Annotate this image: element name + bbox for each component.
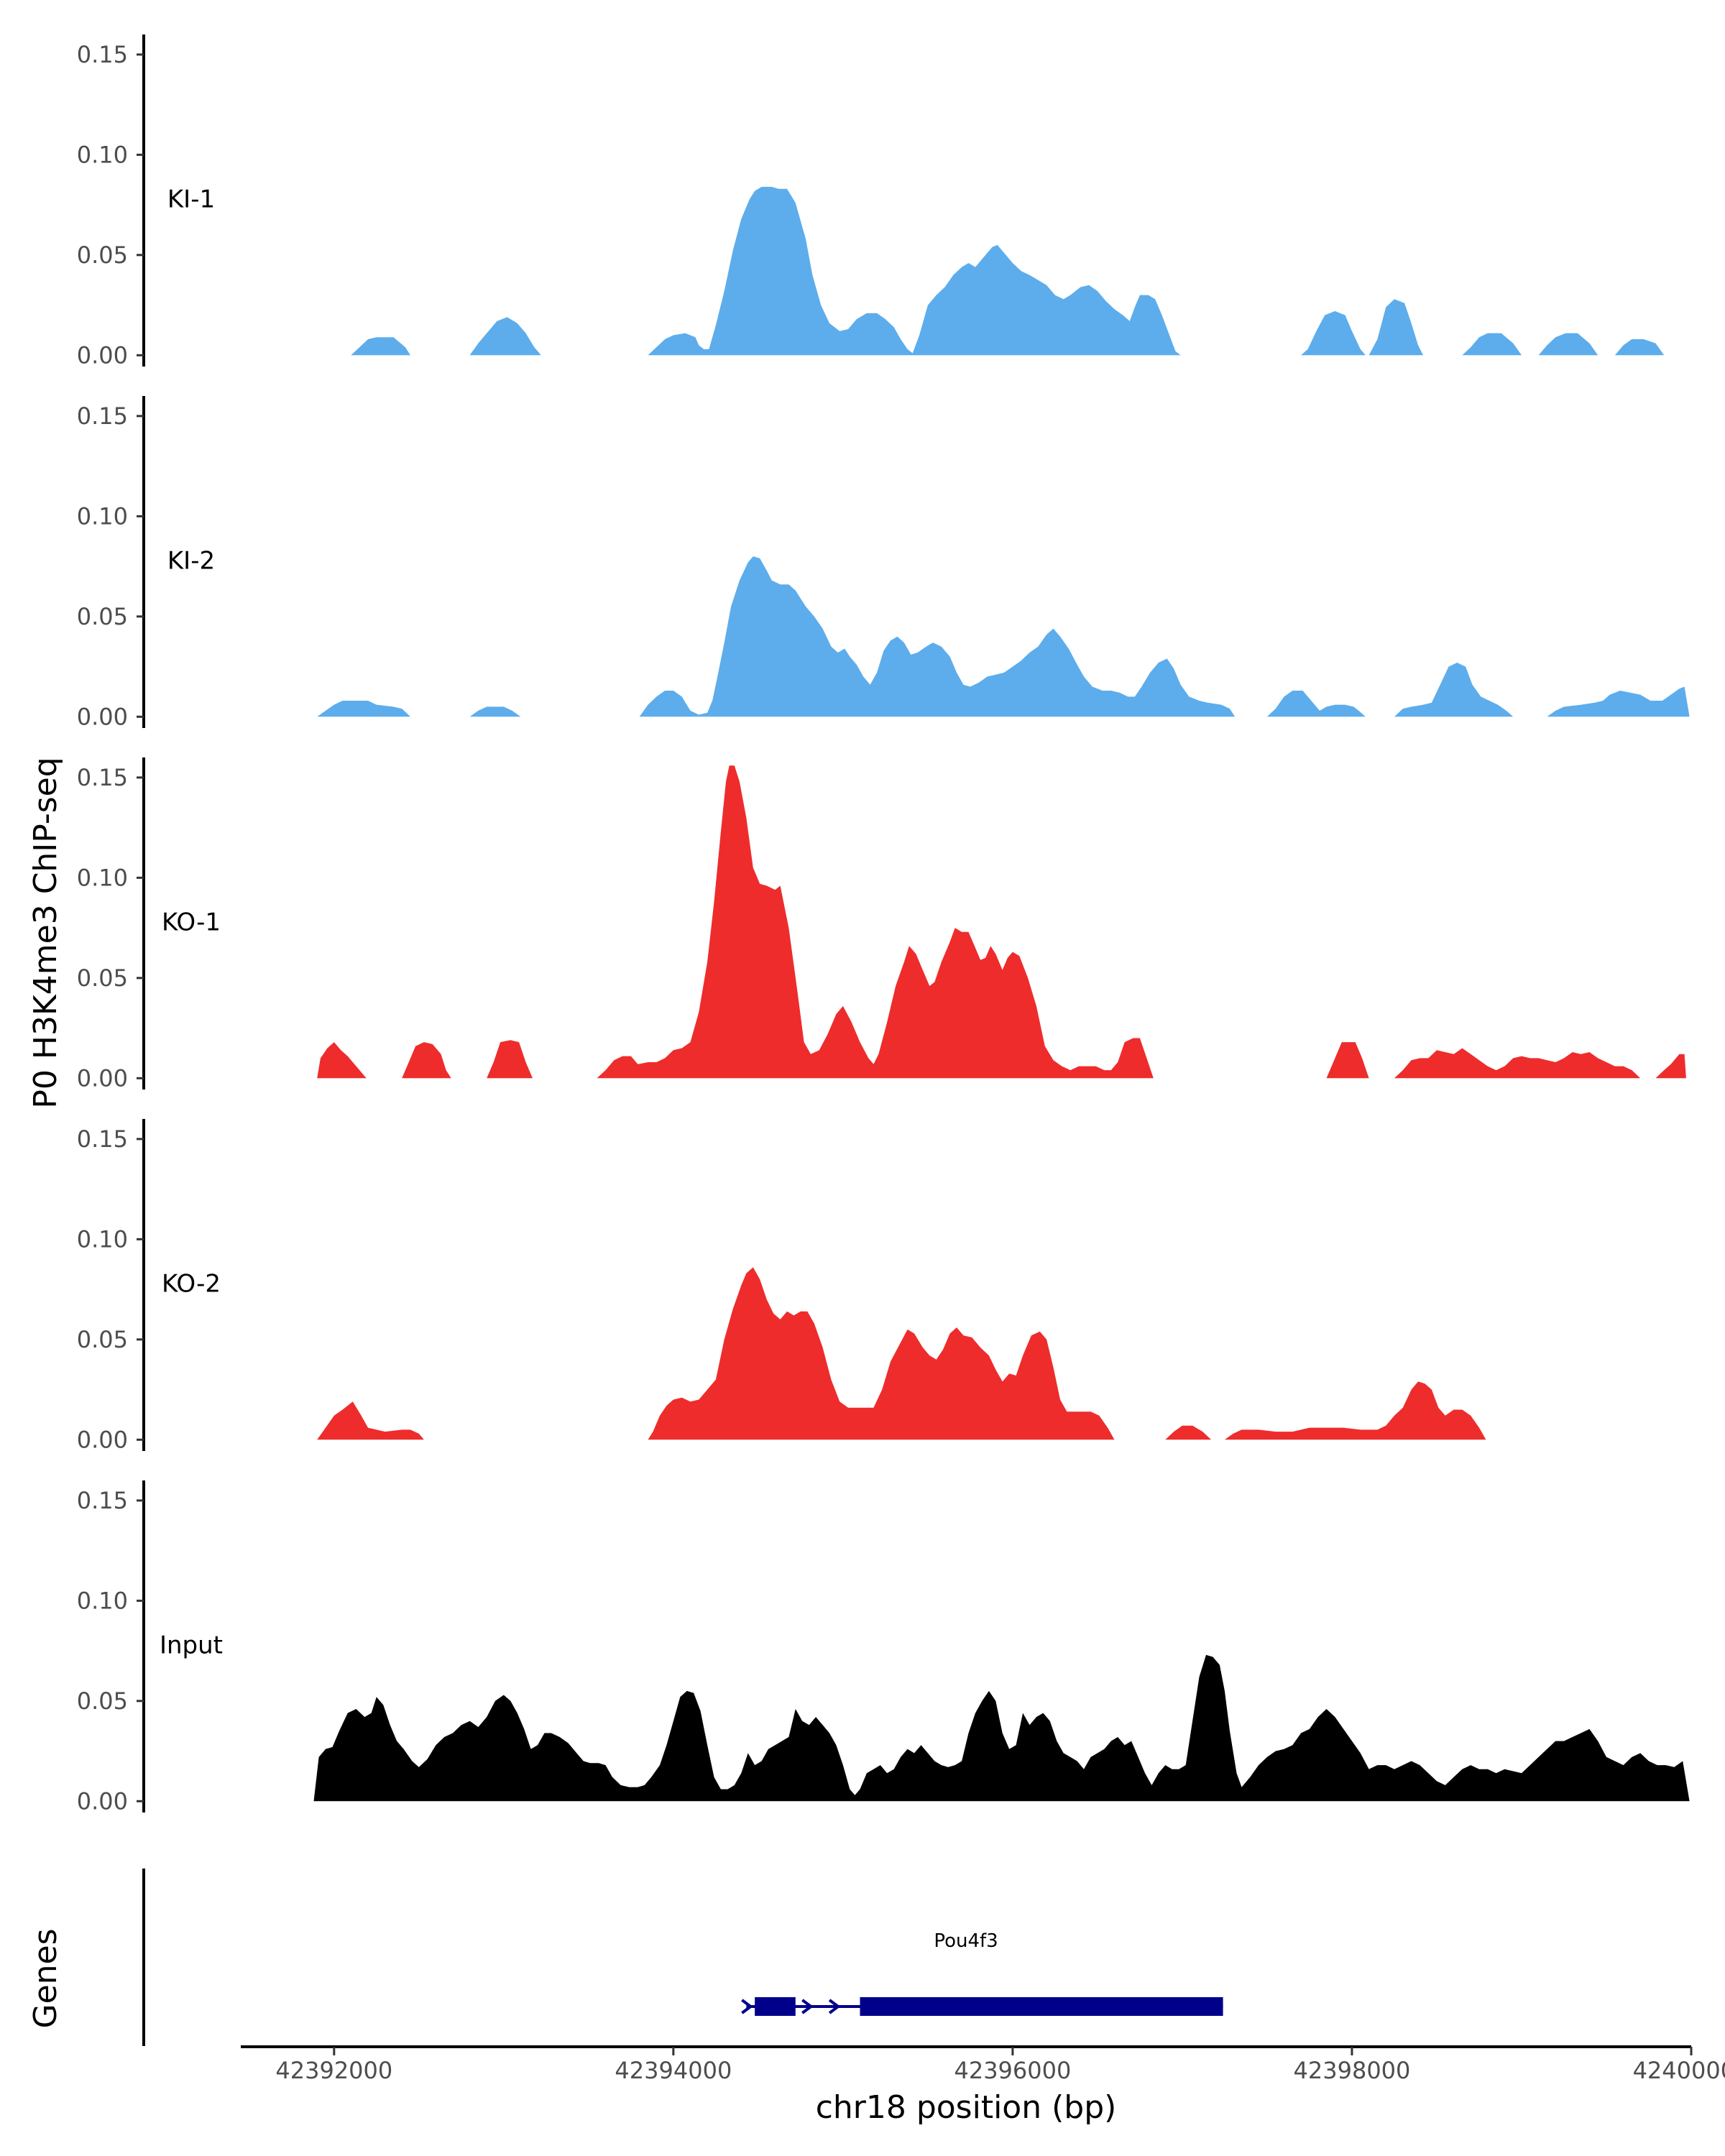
y-tick-label: 0.00	[77, 703, 128, 730]
y-tick-label: 0.05	[77, 241, 128, 269]
y-tick-label: 0.10	[77, 141, 128, 168]
y-tick-label: 0.05	[77, 964, 128, 992]
x-tick-label: 42398000	[1294, 2057, 1411, 2084]
x-ticks: 42392000 42394000 42396000 42398000 42400000	[275, 2047, 1725, 2084]
x-tick-label: 42400000	[1633, 2057, 1725, 2084]
track-panels: 0.00 0.05 0.10 0.15 KI-1 0.00 0.05 0.10 0.15 KI-2…	[77, 34, 1690, 1815]
track-ko-1: 0.00 0.05 0.10 0.15 KO-1	[77, 757, 1686, 1092]
y-tick-label: 0.05	[77, 1326, 128, 1353]
gene-exon	[755, 1997, 796, 2016]
y-tick-label: 0.10	[77, 1587, 128, 1614]
track-ko-2: 0.00 0.05 0.10 0.15 KO-2	[77, 1119, 1486, 1453]
y-tick-label: 0.05	[77, 603, 128, 630]
x-tick-label: 42394000	[615, 2057, 732, 2084]
coverage-area-ko-1	[317, 765, 1686, 1079]
y-tick-label: 0.10	[77, 502, 128, 530]
y-tick-label: 0.15	[77, 1125, 128, 1153]
coverage-area-ki-1	[351, 187, 1665, 356]
coverage-area-ki-2	[317, 556, 1690, 717]
track-label-ki-1: KI-1	[167, 185, 215, 214]
y-tick-label: 0.15	[77, 1487, 128, 1514]
y-tick-label: 0.00	[77, 341, 128, 369]
gene-track-title: Genes	[27, 1928, 64, 2028]
gene-strand-arrow	[828, 1999, 841, 2014]
x-tick-label: 42392000	[275, 2057, 392, 2084]
coverage-area-input	[313, 1654, 1690, 1802]
gene-model: Pou4f3	[741, 1930, 1223, 2016]
y-axis-title: P0 H3K4me3 ChIP-seq	[27, 757, 64, 1108]
y-tick-label: 0.00	[77, 1064, 128, 1092]
y-tick-label: 0.00	[77, 1426, 128, 1453]
track-ki-2: 0.00 0.05 0.10 0.15 KI-2	[77, 396, 1690, 730]
y-tick-label: 0.15	[77, 41, 128, 68]
coverage-area-ko-2	[317, 1267, 1486, 1440]
x-axis: 42392000 42394000 42396000 42398000 42400000…	[241, 2045, 1725, 2126]
gene-track: Genes Pou4f3	[27, 1869, 1223, 2046]
track-input: 0.00 0.05 0.10 0.15 Input	[77, 1480, 1690, 1815]
y-tick-label: 0.05	[77, 1687, 128, 1715]
gene-strand-arrow	[801, 1999, 814, 2014]
gene-strand-arrow	[741, 1999, 753, 2014]
gene-exon	[860, 1997, 1223, 2016]
track-ki-1: 0.00 0.05 0.10 0.15 KI-1	[77, 34, 1665, 369]
y-tick-label: 0.15	[77, 402, 128, 430]
y-tick-label: 0.10	[77, 864, 128, 891]
y-tick-label: 0.15	[77, 764, 128, 791]
track-label-input: Input	[160, 1631, 223, 1660]
x-axis-title: chr18 position (bp)	[816, 2089, 1117, 2126]
track-label-ki-2: KI-2	[167, 547, 215, 576]
y-tick-label: 0.10	[77, 1225, 128, 1253]
y-tick-label: 0.00	[77, 1787, 128, 1815]
gene-name-label: Pou4f3	[934, 1930, 998, 1952]
track-label-ko-1: KO-1	[162, 908, 221, 937]
track-label-ko-2: KO-2	[162, 1270, 221, 1299]
x-tick-label: 42396000	[954, 2057, 1071, 2084]
